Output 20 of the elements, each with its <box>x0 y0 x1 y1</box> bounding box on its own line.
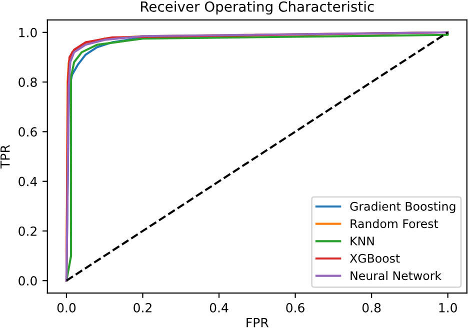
legend-label: Neural Network <box>350 270 442 280</box>
y-tick-label: 1.0 <box>19 28 37 38</box>
chart-title: Receiver Operating Characteristic <box>141 1 374 15</box>
x-axis-title: FPR <box>246 318 268 328</box>
y-tick-label: 0.8 <box>18 78 37 87</box>
legend-label: XGBoost <box>350 254 400 263</box>
y-axis-title: TPR <box>0 144 10 168</box>
legend-label: KNN <box>350 236 374 246</box>
y-tick-label: 0.6 <box>18 127 37 137</box>
x-tick-label: 0.0 <box>57 302 76 312</box>
legend-label: Gradient Boosting <box>350 202 456 214</box>
x-tick-label: 0.6 <box>286 302 304 312</box>
y-tick-label: 0.2 <box>18 226 36 236</box>
x-tick-label: 0.2 <box>134 302 152 312</box>
y-tick-label: 0.4 <box>18 176 37 186</box>
x-tick-label: 0.8 <box>362 302 381 312</box>
legend-label: Random Forest <box>350 219 438 228</box>
x-tick-label: 1.0 <box>439 302 457 312</box>
y-tick-label: 0.0 <box>18 276 37 286</box>
x-tick-label: 0.4 <box>210 302 228 312</box>
